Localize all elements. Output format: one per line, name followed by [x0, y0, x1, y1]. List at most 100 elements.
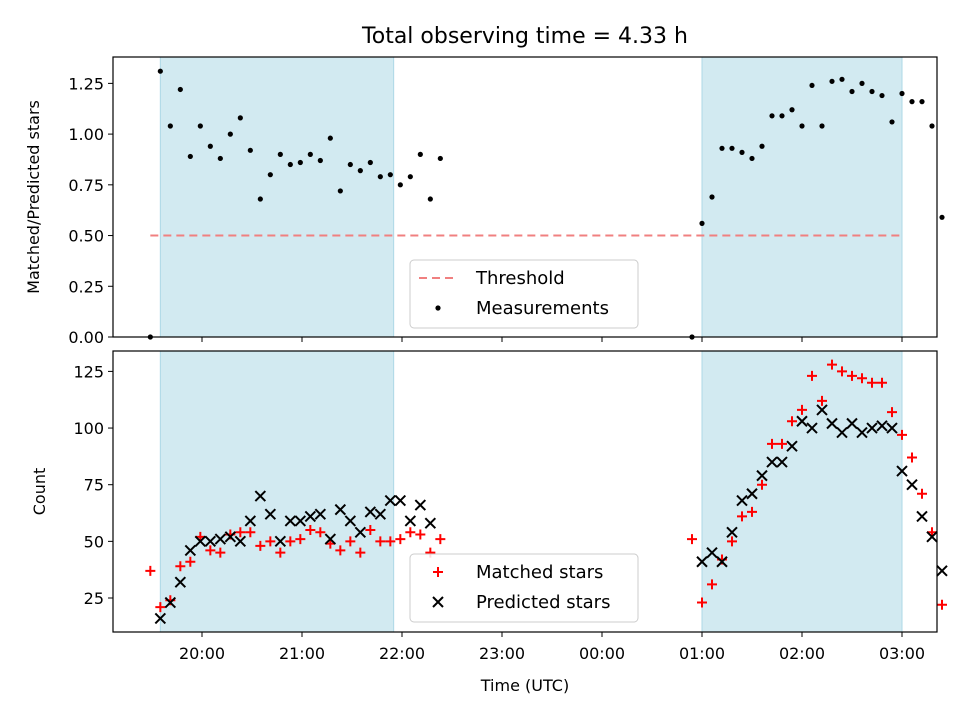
matched-point: [295, 534, 306, 545]
x-tick-label: 22:00: [379, 644, 425, 663]
measurement-point: [699, 220, 705, 226]
measurement-point: [177, 86, 183, 93]
measurement-point: [889, 119, 895, 125]
predicted-point: [846, 417, 858, 430]
matched-point: [767, 438, 777, 449]
predicted-point: [776, 456, 788, 468]
measurement-point: [387, 172, 393, 178]
shaded-interval: [159, 350, 395, 633]
matched-point: [355, 547, 366, 558]
x-tick-label: 02:00: [779, 644, 825, 663]
predicted-point: [154, 612, 167, 625]
measurement-point: [749, 155, 755, 162]
predicted-point: [304, 510, 317, 523]
x-tick-label: 20:00: [179, 644, 225, 663]
shaded-interval: [159, 56, 395, 338]
matched-point: [827, 359, 837, 370]
measurement-point: [799, 123, 805, 129]
legend-label: Predicted stars: [476, 592, 610, 613]
matched-point: [435, 534, 446, 545]
matched-point: [737, 511, 747, 522]
predicted-point: [916, 510, 928, 523]
matched-point: [395, 534, 406, 545]
y-tick-label: 1.00: [68, 125, 104, 144]
measurement-point: [397, 182, 403, 188]
legend-label: Measurements: [476, 298, 609, 319]
ratio-panel: 0.00 0.25 0.50 0.75 1.00 1.25 Matched/Predicte…: [24, 56, 945, 347]
matched-point: [877, 377, 887, 388]
matched-point: [907, 452, 917, 463]
legend: Threshold Measurements: [409, 259, 639, 329]
matched-point: [917, 488, 927, 499]
matched-point: [857, 373, 867, 384]
measurement-point: [789, 107, 795, 113]
matched-point: [687, 534, 697, 545]
measurement-point: [277, 151, 283, 157]
measurement-point: [367, 159, 373, 166]
predicted-point: [344, 515, 357, 527]
chart-title: Total observing time = 4.33 h: [361, 24, 688, 49]
predicted-point: [726, 526, 738, 538]
predicted-point: [174, 576, 187, 588]
predicted-point: [856, 426, 868, 439]
predicted-point: [896, 465, 908, 477]
predicted-point: [786, 440, 798, 452]
legend-box: [409, 259, 639, 329]
measurement-point: [909, 99, 915, 105]
axes-frame: [112, 350, 938, 633]
matched-point: [145, 565, 156, 576]
measurement-point: [207, 143, 213, 149]
matched-point: [757, 479, 767, 490]
predicted-point: [414, 499, 427, 511]
matched-point: [255, 540, 266, 551]
measurement-point: [237, 115, 243, 121]
predicted-point: [374, 508, 387, 520]
matched-point: [205, 545, 216, 556]
matched-point: [305, 525, 316, 536]
matched-point: [405, 527, 416, 538]
matched-point: [345, 536, 356, 547]
matched-point: [847, 370, 857, 381]
measurement-point: [919, 99, 925, 105]
measurement-point: [849, 88, 855, 95]
x-tick-label: 01:00: [679, 644, 725, 663]
matched-point: [897, 429, 907, 440]
measurement-point: [417, 151, 423, 157]
predicted-point: [264, 508, 277, 520]
y-tick-label: 0.75: [68, 176, 104, 195]
measurement-point: [939, 214, 945, 220]
matched-point: [697, 597, 707, 608]
predicted-point: [184, 544, 197, 557]
shaded-interval: [701, 56, 903, 338]
measurement-point: [357, 168, 363, 174]
measurement-point: [337, 188, 343, 194]
matched-point: [817, 395, 827, 406]
predicted-point: [224, 531, 237, 543]
measurement-point: [759, 143, 765, 149]
matched-point: [285, 536, 296, 547]
measurement-point: [217, 155, 223, 162]
measurement-point: [197, 123, 203, 129]
legend-matched-swatch: [433, 567, 443, 577]
y-tick-label: 25: [84, 589, 104, 608]
matched-point: [797, 404, 807, 415]
x-axis-label: Time (UTC): [480, 676, 569, 695]
predicted-point: [806, 422, 818, 434]
legend-label: Threshold: [475, 268, 565, 289]
measurement-point: [377, 174, 383, 180]
measurement-point: [899, 90, 905, 97]
measurement-point: [247, 147, 253, 153]
measurement-point: [779, 113, 785, 119]
predicted-point: [756, 469, 768, 482]
x-tick-label: 03:00: [879, 644, 925, 663]
predicted-point: [876, 420, 888, 432]
measurement-point: [267, 172, 273, 178]
measurement-point: [437, 155, 443, 162]
measurement-point: [407, 174, 413, 180]
axes-frame: [112, 56, 938, 338]
legend-measurement-swatch: [435, 305, 441, 311]
measurement-point: [769, 113, 775, 119]
matched-point: [777, 438, 787, 449]
measurement-point: [809, 82, 815, 89]
matched-point: [727, 536, 737, 547]
